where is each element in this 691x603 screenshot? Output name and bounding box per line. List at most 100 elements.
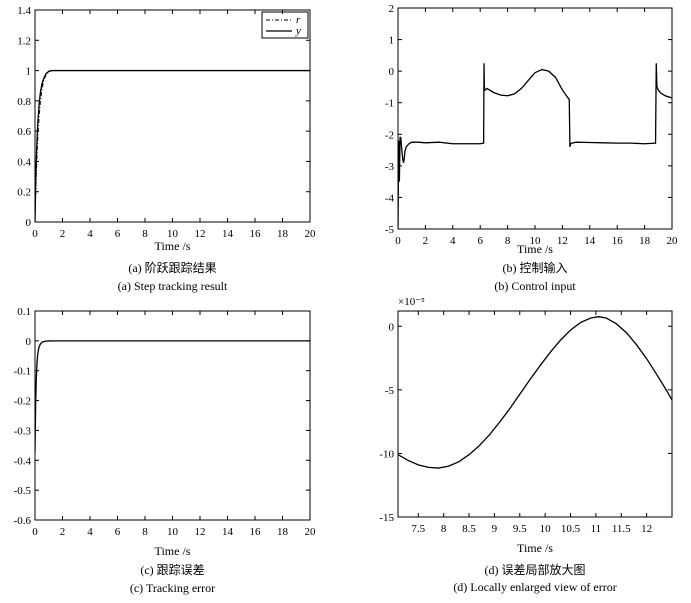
caption-cn-c: (c) 跟踪误差 <box>140 563 204 577</box>
x-tick-label: 20 <box>305 526 317 538</box>
y-tick-label: 1 <box>389 35 395 47</box>
x-tick-label: 12 <box>641 523 652 535</box>
x-tick-label: 18 <box>639 235 651 247</box>
x-tick-label: 16 <box>250 228 262 240</box>
x-tick-label: 6 <box>115 228 121 240</box>
x-tick-label: 12 <box>195 526 206 538</box>
x-tick-label: 12 <box>557 235 568 247</box>
x-axis-label: Time /s <box>517 242 553 256</box>
chart-panel-c: (c) 跟踪误差 (c) Tracking error 0 2 4 6 8 10 12 14 1… <box>14 306 316 595</box>
y-tick-label: 0.8 <box>17 96 31 108</box>
chart-panel-a: (a) 阶跃跟踪结果 (a) Step tracking result r y … <box>17 5 316 293</box>
x-tick-label: 6 <box>477 235 483 247</box>
y-tick-label: 1.4 <box>17 5 31 17</box>
x-tick-label: 16 <box>250 526 262 538</box>
caption-en-a: (a) Step tracking result <box>118 279 228 293</box>
y-tick-label: 0.1 <box>17 306 31 318</box>
series-line <box>398 63 672 228</box>
y-tick-label: -0.1 <box>14 366 31 378</box>
x-tick-label: 20 <box>667 235 679 247</box>
y-tick-label: -0.2 <box>14 396 31 408</box>
y-tick-label: 0 <box>389 66 395 78</box>
x-tick-label: 12 <box>195 228 206 240</box>
y-tick-label: -0.3 <box>14 425 32 437</box>
legend-box <box>261 11 309 39</box>
legend: r y <box>261 11 309 39</box>
x-tick-label: 8.5 <box>462 523 476 535</box>
x-tick-label: 2 <box>423 235 429 247</box>
x-tick-label: 4 <box>87 228 93 240</box>
x-tick-label: 10 <box>530 235 542 247</box>
x-tick-label: 18 <box>277 228 289 240</box>
x-tick-label: 9 <box>492 523 498 535</box>
y-tick-label: 0 <box>26 217 32 229</box>
x-tick-label: 14 <box>584 235 596 247</box>
y-tick-label: -3 <box>385 161 395 173</box>
x-tick-label: 16 <box>612 235 624 247</box>
x-axis-label: Time /s <box>517 541 553 555</box>
series-line-r <box>35 70 310 222</box>
plot-frame <box>397 310 673 518</box>
y-tick-label: 0 <box>389 321 395 333</box>
x-tick-label: 0 <box>32 228 38 240</box>
y-tick-label: -5 <box>385 385 395 397</box>
x-tick-label: 6 <box>115 526 121 538</box>
caption-cn-d: (d) 误差局部放大图 <box>485 562 586 577</box>
x-tick-label: 11.5 <box>612 523 631 535</box>
x-tick-label: 8 <box>142 526 148 538</box>
x-tick-label: 7.5 <box>411 523 425 535</box>
x-tick-label: 10 <box>167 228 179 240</box>
x-tick-label: 14 <box>222 526 234 538</box>
plot-frame <box>34 310 311 521</box>
x-tick-label: 0 <box>32 526 38 538</box>
y-tick-label: 0 <box>26 336 32 348</box>
caption-en-b: (b) Control input <box>494 279 576 293</box>
x-tick-label: 10 <box>540 523 552 535</box>
x-tick-label: 10.5 <box>561 523 581 535</box>
x-tick-label: 2 <box>60 228 66 240</box>
x-axis-label: Time /s <box>155 544 191 558</box>
y-tick-label: -10 <box>379 448 394 460</box>
y-tick-label: 0.6 <box>17 126 31 138</box>
y-tick-label: 0.2 <box>17 187 31 199</box>
y-tick-label: 1.2 <box>17 35 31 47</box>
x-tick-label: 10 <box>167 526 179 538</box>
plot-frame <box>397 7 673 230</box>
y-tick-label: -4 <box>385 192 395 204</box>
x-tick-label: 18 <box>277 526 289 538</box>
x-tick-label: 8 <box>505 235 511 247</box>
y-exponent-label: ×10⁻⁵ <box>398 296 425 308</box>
caption-cn-b: (b) 控制输入 <box>503 260 568 275</box>
x-tick-label: 9.5 <box>513 523 527 535</box>
x-tick-label: 11 <box>591 523 602 535</box>
legend-label-y: y <box>295 25 301 37</box>
caption-en-c: (c) Tracking error <box>130 581 215 595</box>
caption-en-d: (d) Locally enlarged view of error <box>453 580 616 594</box>
x-tick-label: 4 <box>450 235 456 247</box>
x-axis-label: Time /s <box>155 239 191 253</box>
chart-panel-b: (b) 控制输入 (b) Control input 0 2 4 6 8 10 12 14 16… <box>385 3 678 293</box>
y-tick-label: -2 <box>385 129 394 141</box>
series-line <box>35 340 310 452</box>
x-tick-label: 14 <box>222 228 234 240</box>
y-tick-label: -1 <box>385 98 394 110</box>
chart-panel-d: ×10⁻⁵ (d) 误差局部放大图 (d) Locally enlarged v… <box>379 296 673 594</box>
y-tick-label: -0.6 <box>14 515 32 527</box>
y-tick-label: 1 <box>26 66 32 78</box>
x-tick-label: 2 <box>60 526 66 538</box>
plot-frame <box>34 9 311 223</box>
series-line <box>398 316 672 469</box>
y-tick-label: 2 <box>389 3 395 15</box>
y-tick-label: 0.4 <box>17 156 31 168</box>
x-tick-label: 8 <box>142 228 148 240</box>
y-tick-label: -5 <box>385 224 395 236</box>
y-tick-label: -15 <box>379 512 394 524</box>
y-tick-label: -0.4 <box>14 455 32 467</box>
series-line-y <box>35 69 310 222</box>
x-tick-label: 20 <box>305 228 317 240</box>
x-tick-label: 8 <box>441 523 447 535</box>
legend-label-r: r <box>296 14 301 26</box>
caption-cn-a: (a) 阶跃跟踪结果 <box>128 261 216 275</box>
y-tick-label: -0.5 <box>14 485 32 497</box>
